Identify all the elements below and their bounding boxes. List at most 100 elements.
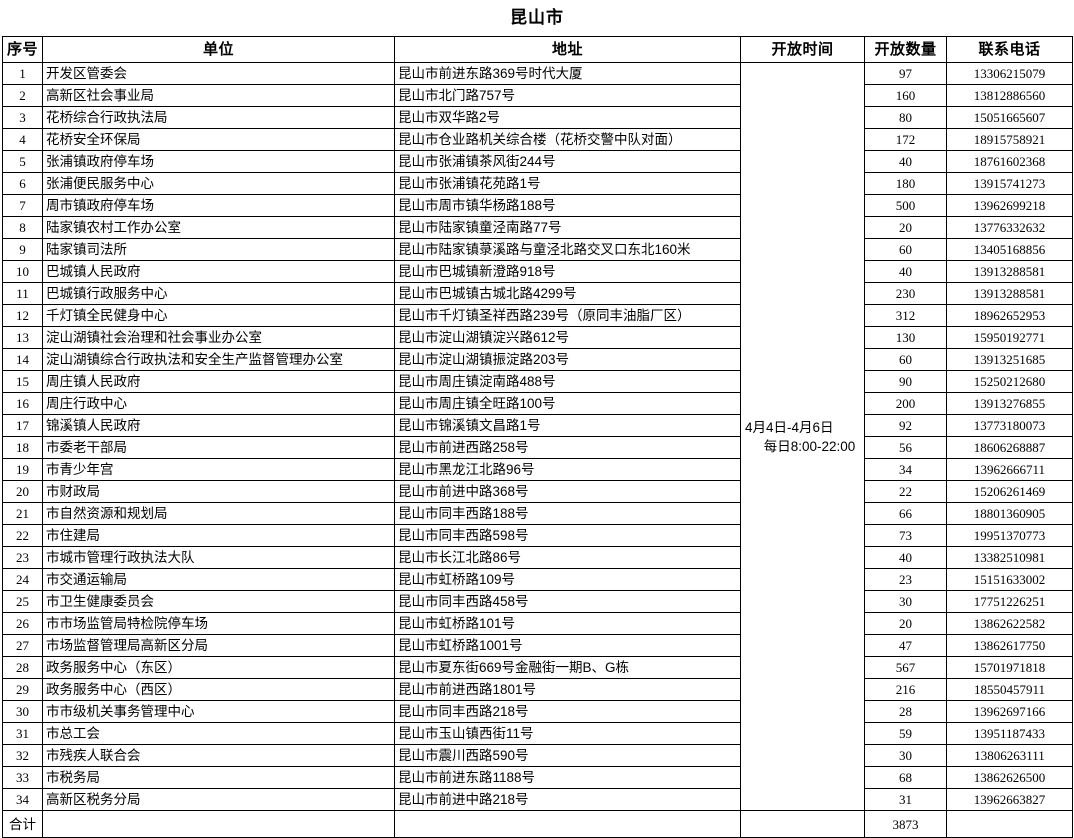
cell-open-count: 500 — [864, 194, 947, 217]
cell-unit: 陆家镇农村工作办公室 — [42, 216, 395, 239]
cell-address: 昆山市同丰西路458号 — [394, 590, 741, 613]
total-phone-cell — [946, 810, 1073, 838]
table-row: 4 花桥安全环保局 昆山市仓业路机关综合楼（花桥交警中队对面） 172 18915758… — [2, 128, 1073, 151]
cell-phone: 13806263111 — [946, 744, 1073, 767]
cell-open-count: 200 — [864, 392, 947, 415]
table-row: 15 周庄镇人民政府 昆山市周庄镇淀南路488号 90 15250212680 — [2, 370, 1073, 393]
cell-open-time: 4月4日-4月6日 每日8:00-22:00 — [740, 62, 865, 811]
table-row: 23 市城市管理行政执法大队 昆山市长江北路86号 40 13382510981 — [2, 546, 1073, 569]
cell-index: 10 — [2, 260, 43, 283]
cell-address: 昆山市千灯镇圣祥西路239号（原同丰油脂厂区） — [394, 304, 741, 327]
cell-unit: 市市级机关事务管理中心 — [42, 700, 395, 723]
cell-phone: 13812886560 — [946, 84, 1073, 107]
cell-phone: 13913251685 — [946, 348, 1073, 371]
cell-address: 昆山市淀山湖镇振淀路203号 — [394, 348, 741, 371]
cell-index: 31 — [2, 722, 43, 745]
cell-phone: 15250212680 — [946, 370, 1073, 393]
cell-phone: 13306215079 — [946, 62, 1073, 85]
cell-index: 13 — [2, 326, 43, 349]
table-row: 1 开发区管委会 昆山市前进东路369号时代大厦 4月4日-4月6日 每日8:00-22… — [2, 62, 1073, 811]
cell-address: 昆山市夏东街669号金融街一期B、G栋 — [394, 656, 741, 679]
cell-index: 34 — [2, 788, 43, 811]
cell-index: 28 — [2, 656, 43, 679]
cell-unit: 周庄行政中心 — [42, 392, 395, 415]
cell-address: 昆山市虹桥路109号 — [394, 568, 741, 591]
cell-unit: 巴城镇人民政府 — [42, 260, 395, 283]
cell-open-count: 230 — [864, 282, 947, 305]
table-row: 19 市青少年宫 昆山市黑龙江北路96号 34 13962666711 — [2, 458, 1073, 481]
cell-phone: 13913288581 — [946, 282, 1073, 305]
cell-address: 昆山市周庄镇全旺路100号 — [394, 392, 741, 415]
cell-phone: 13382510981 — [946, 546, 1073, 569]
cell-unit: 市交通运输局 — [42, 568, 395, 591]
cell-open-count: 23 — [864, 568, 947, 591]
cell-address: 昆山市同丰西路218号 — [394, 700, 741, 723]
cell-address: 昆山市张浦镇花苑路1号 — [394, 172, 741, 195]
cell-unit: 张浦镇政府停车场 — [42, 150, 395, 173]
cell-phone: 18801360905 — [946, 502, 1073, 525]
cell-phone: 18962652953 — [946, 304, 1073, 327]
cell-unit: 政务服务中心（东区） — [42, 656, 395, 679]
cell-address: 昆山市周市镇华杨路188号 — [394, 194, 741, 217]
cell-unit: 淀山湖镇综合行政执法和安全生产监督管理办公室 — [42, 348, 395, 371]
cell-index: 9 — [2, 238, 43, 261]
cell-open-count: 60 — [864, 348, 947, 371]
cell-phone: 15701971818 — [946, 656, 1073, 679]
cell-unit: 市自然资源和规划局 — [42, 502, 395, 525]
cell-open-count: 160 — [864, 84, 947, 107]
total-address-cell — [394, 810, 741, 838]
column-header-index: 序号 — [2, 36, 43, 63]
cell-index: 30 — [2, 700, 43, 723]
cell-phone: 15051665607 — [946, 106, 1073, 129]
cell-address: 昆山市周庄镇淀南路488号 — [394, 370, 741, 393]
parking-open-table: 序号 单位 地址 开放时间 开放数量 联系电话 1 开发区管委会 昆山市前进东路36… — [2, 36, 1073, 838]
cell-phone: 13962666711 — [946, 458, 1073, 481]
cell-open-count: 28 — [864, 700, 947, 723]
cell-phone: 13913288581 — [946, 260, 1073, 283]
cell-address: 昆山市虹桥路1001号 — [394, 634, 741, 657]
column-header-address: 地址 — [394, 36, 741, 63]
cell-unit: 市市场监管局特检院停车场 — [42, 612, 395, 635]
cell-open-count: 66 — [864, 502, 947, 525]
cell-address: 昆山市同丰西路598号 — [394, 524, 741, 547]
cell-unit: 市残疾人联合会 — [42, 744, 395, 767]
cell-unit: 市委老干部局 — [42, 436, 395, 459]
cell-index: 18 — [2, 436, 43, 459]
cell-phone: 13405168856 — [946, 238, 1073, 261]
cell-address: 昆山市前进中路218号 — [394, 788, 741, 811]
cell-unit: 市场监督管理局高新区分局 — [42, 634, 395, 657]
table-row: 17 锦溪镇人民政府 昆山市锦溪镇文昌路1号 92 13773180073 — [2, 414, 1073, 437]
cell-open-count: 22 — [864, 480, 947, 503]
cell-phone: 13962697166 — [946, 700, 1073, 723]
cell-index: 1 — [2, 62, 43, 85]
cell-address: 昆山市淀山湖镇淀兴路612号 — [394, 326, 741, 349]
table-row: 3 花桥综合行政执法局 昆山市双华路2号 80 15051665607 — [2, 106, 1073, 129]
table-row: 13 淀山湖镇社会治理和社会事业办公室 昆山市淀山湖镇淀兴路612号 130 15950… — [2, 326, 1073, 349]
cell-open-count: 47 — [864, 634, 947, 657]
total-open-time-cell — [740, 810, 865, 838]
table-row: 5 张浦镇政府停车场 昆山市张浦镇茶风街244号 40 18761602368 — [2, 150, 1073, 173]
table-row: 30 市市级机关事务管理中心 昆山市同丰西路218号 28 13962697166 — [2, 700, 1073, 723]
cell-phone: 19951370773 — [946, 524, 1073, 547]
table-row: 31 市总工会 昆山市玉山镇西街11号 59 13951187433 — [2, 722, 1073, 745]
table-row: 24 市交通运输局 昆山市虹桥路109号 23 15151633002 — [2, 568, 1073, 591]
cell-index: 20 — [2, 480, 43, 503]
cell-open-count: 90 — [864, 370, 947, 393]
table-row: 29 政务服务中心（西区） 昆山市前进西路1801号 216 18550457911 — [2, 678, 1073, 701]
cell-index: 3 — [2, 106, 43, 129]
cell-phone: 17751226251 — [946, 590, 1073, 613]
cell-open-count: 92 — [864, 414, 947, 437]
cell-address: 昆山市锦溪镇文昌路1号 — [394, 414, 741, 437]
total-unit-cell — [42, 810, 395, 838]
column-header-open-time: 开放时间 — [740, 36, 865, 63]
cell-unit: 周庄镇人民政府 — [42, 370, 395, 393]
cell-unit: 市卫生健康委员会 — [42, 590, 395, 613]
cell-phone: 18761602368 — [946, 150, 1073, 173]
column-header-open-count: 开放数量 — [864, 36, 947, 63]
cell-address: 昆山市双华路2号 — [394, 106, 741, 129]
cell-unit: 市城市管理行政执法大队 — [42, 546, 395, 569]
cell-phone: 13773180073 — [946, 414, 1073, 437]
table-header-row: 序号 单位 地址 开放时间 开放数量 联系电话 — [2, 36, 1073, 63]
cell-index: 17 — [2, 414, 43, 437]
cell-open-count: 20 — [864, 612, 947, 635]
